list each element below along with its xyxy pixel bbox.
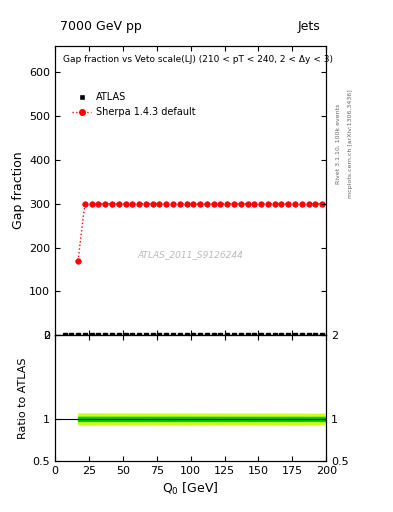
Text: ATLAS_2011_S9126244: ATLAS_2011_S9126244 [138, 250, 244, 259]
Text: Rivet 3.1.10, 100k events: Rivet 3.1.10, 100k events [336, 103, 341, 183]
Text: mcplots.cern.ch [arXiv:1306.3436]: mcplots.cern.ch [arXiv:1306.3436] [348, 89, 353, 198]
Y-axis label: Gap fraction: Gap fraction [12, 152, 25, 229]
X-axis label: Q$_0$ [GeV]: Q$_0$ [GeV] [162, 481, 219, 497]
Y-axis label: Ratio to ATLAS: Ratio to ATLAS [18, 357, 28, 439]
Legend: ATLAS, Sherpa 1.4.3 default: ATLAS, Sherpa 1.4.3 default [68, 89, 200, 121]
Text: Jets: Jets [298, 20, 321, 33]
Text: Gap fraction vs Veto scale(LJ) (210 < pT < 240, 2 < Δy < 3): Gap fraction vs Veto scale(LJ) (210 < pT… [63, 55, 333, 64]
Text: 7000 GeV pp: 7000 GeV pp [61, 20, 142, 33]
